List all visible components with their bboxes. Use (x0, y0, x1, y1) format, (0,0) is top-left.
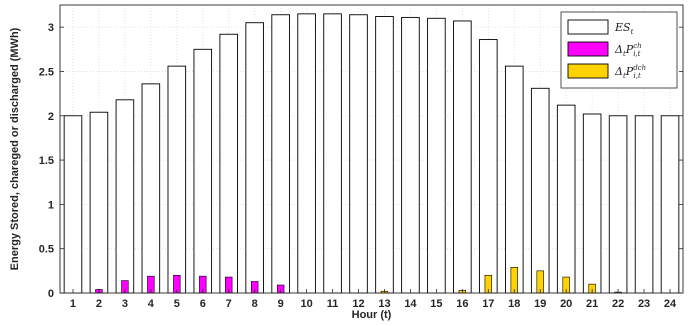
y-tick-label: 0.5 (39, 244, 54, 256)
x-tick-label: 5 (174, 298, 180, 310)
x-tick-label: 21 (586, 298, 598, 310)
bar-es-24 (660, 115, 680, 294)
bar-es-17 (479, 39, 498, 294)
x-tick-label: 22 (612, 298, 624, 310)
x-tick-label: 8 (252, 298, 258, 310)
bar-es-21 (582, 113, 602, 294)
x-tick-label: 1 (70, 298, 76, 310)
bar-es-13 (375, 16, 394, 294)
x-tick-label: 17 (482, 298, 494, 310)
axes-frame (59, 4, 684, 294)
x-tick-label: 2 (96, 298, 102, 310)
y-tick-label: 0 (48, 288, 54, 300)
bar-es-22 (608, 115, 628, 294)
bar-es-4 (141, 83, 161, 294)
x-tick-label: 4 (148, 298, 155, 310)
legend-swatch-2 (567, 41, 609, 57)
bar-es-16 (453, 20, 472, 294)
x-axis-label: Hour (t) (352, 309, 392, 321)
x-tick-label: 15 (430, 298, 442, 310)
x-tick-label: 10 (300, 298, 312, 310)
x-tick-label: 9 (278, 298, 284, 310)
x-tick-label: 19 (534, 298, 546, 310)
x-tick-label: 20 (560, 298, 572, 310)
x-tick-label: 14 (404, 298, 417, 310)
bar-es-18 (504, 65, 524, 294)
legend-swatch-1 (567, 19, 609, 35)
x-tick-label: 6 (200, 298, 206, 310)
x-tick-label: 11 (327, 298, 339, 310)
x-tick-label: 3 (122, 298, 128, 310)
y-tick-label: 1 (48, 199, 54, 211)
bar-es-15 (427, 17, 446, 294)
bar-es-8 (245, 22, 264, 294)
tick-labels: 00.511.522.531 2 3 4 5 6 7 8 9 10 11 12 13 14 15 16 17 18… (39, 22, 677, 310)
legend: ESt ΔtPch i,t ΔtPdch i,t (560, 11, 678, 89)
bar-es-23 (634, 115, 654, 294)
bar-es-2 (89, 111, 109, 294)
x-tick-label: 13 (378, 298, 390, 310)
x-tick-label: 12 (352, 298, 364, 310)
bar-es-10 (297, 13, 316, 294)
legend-swatch-3 (567, 63, 609, 79)
bar-es-14 (401, 16, 420, 294)
bar-es-5 (167, 65, 187, 294)
x-tick-label: 7 (226, 298, 232, 310)
x-tick-label: 23 (638, 298, 650, 310)
y-axis-label: Energy Stored, chareged or discharged (M… (9, 27, 21, 270)
bar-es-9 (271, 14, 290, 294)
bars (63, 13, 680, 294)
legend-label-2: ΔtPch i,t (614, 42, 642, 58)
bar-es-11 (323, 13, 342, 294)
bar-es-20 (556, 104, 576, 294)
bar-es-19 (530, 87, 550, 294)
bar-es-3 (115, 99, 135, 294)
y-tick-label: 3 (48, 22, 54, 34)
bar-es-12 (349, 14, 368, 294)
bar-es-6 (193, 48, 213, 294)
x-tick-label: 24 (664, 298, 677, 310)
bar-es-7 (219, 33, 239, 294)
bar-es-1 (63, 115, 83, 294)
x-tick-label: 16 (456, 298, 468, 310)
y-tick-label: 1.5 (39, 155, 54, 167)
y-tick-label: 2.5 (39, 66, 54, 78)
axes (59, 4, 684, 294)
x-tick-label: 18 (508, 298, 520, 310)
legend-label-1: ESt (614, 21, 634, 36)
legend-label-3: ΔtPdch i,t (614, 64, 646, 80)
y-tick-label: 2 (48, 111, 54, 123)
